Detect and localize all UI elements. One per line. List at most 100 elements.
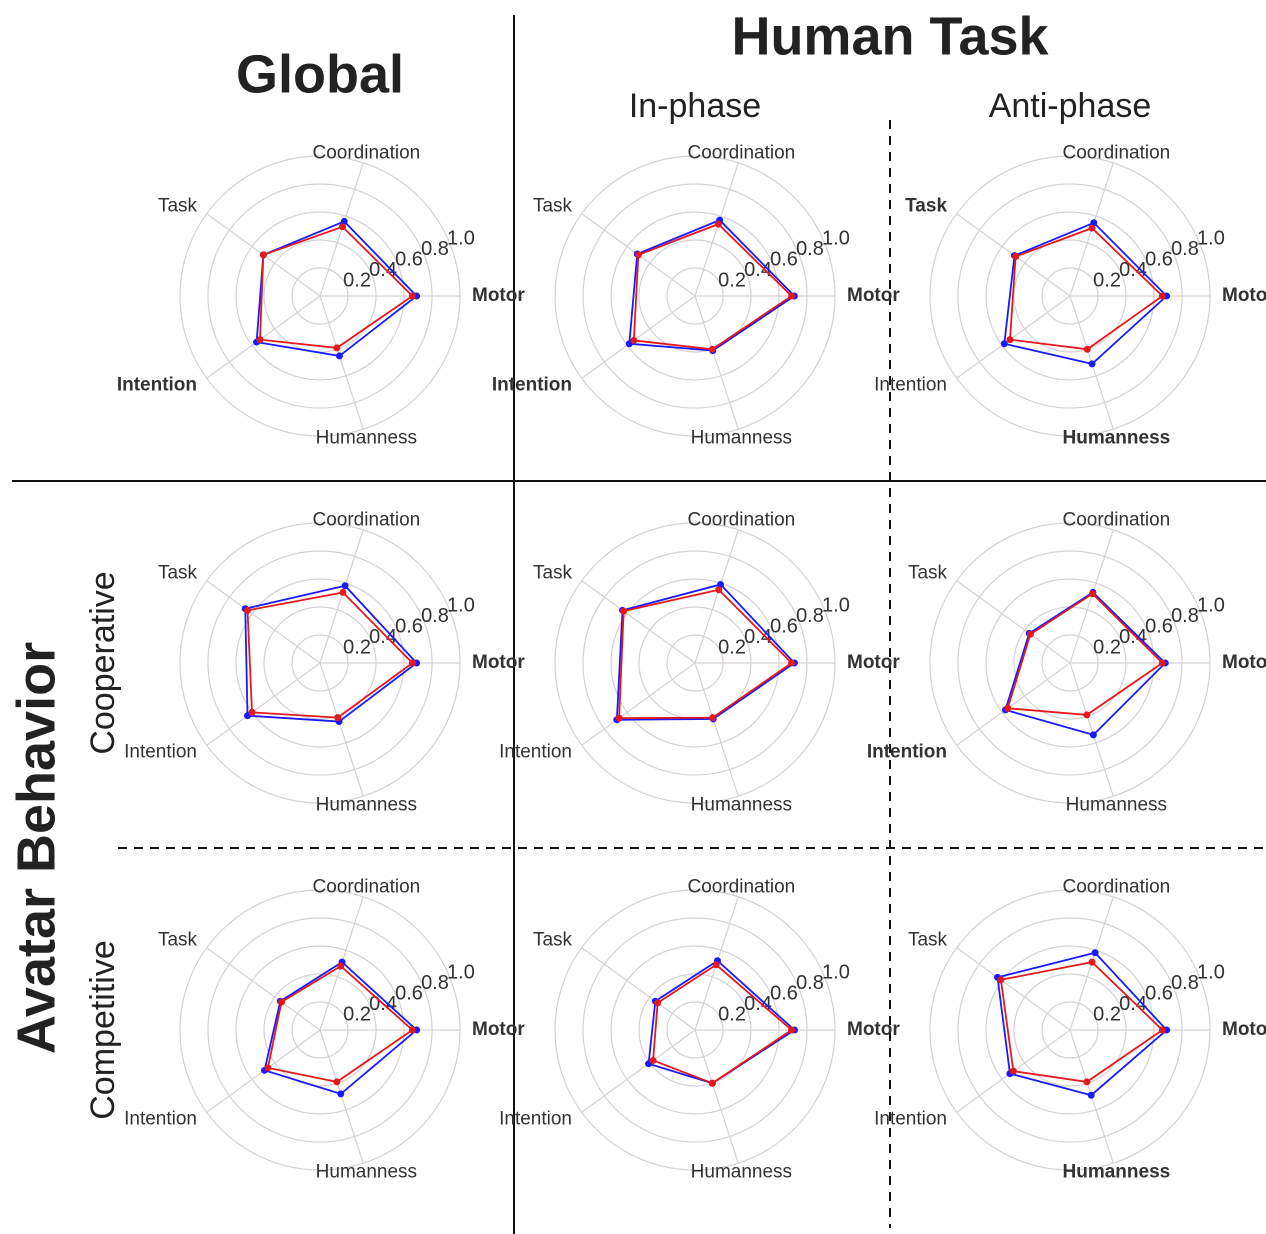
tick-label: 0.6 <box>1145 615 1173 637</box>
axis-label: Coordination <box>312 142 420 163</box>
radar-point <box>1088 224 1096 232</box>
axis-label: Intention <box>124 741 197 762</box>
radar-point <box>334 714 342 722</box>
axis-label: Motor <box>472 285 525 306</box>
tick-label: 1.0 <box>822 227 850 249</box>
spoke <box>581 947 696 1031</box>
radar-point <box>408 292 416 300</box>
spoke <box>581 1029 696 1113</box>
axis-label: Task <box>533 930 573 951</box>
tick-label: 0.8 <box>421 238 449 260</box>
axis-label: Intention <box>867 741 947 762</box>
radar-point <box>333 1078 341 1086</box>
axis-label: Task <box>905 196 947 217</box>
tick-label: 1.0 <box>447 594 475 616</box>
axis-label: Motor <box>472 1019 525 1040</box>
tick-label: 0.4 <box>744 259 772 281</box>
axis-label: Task <box>158 196 198 217</box>
spoke <box>206 295 321 379</box>
axis-label: Coordination <box>312 509 420 530</box>
radar-line <box>263 960 418 1095</box>
radar-point <box>708 1079 716 1087</box>
radar-line <box>255 220 418 357</box>
axis-label: Humanness <box>1063 428 1171 449</box>
radar-line <box>1006 592 1164 716</box>
tick-label: 1.0 <box>1197 961 1225 983</box>
tick-label: 0.8 <box>796 605 824 627</box>
radar-point <box>1091 949 1099 957</box>
radar-point <box>714 220 722 228</box>
spoke <box>956 580 1071 664</box>
axis-label: Humanness <box>691 428 792 449</box>
tick-label: 0.6 <box>1145 248 1173 270</box>
spoke <box>206 947 321 1031</box>
radar-point <box>338 223 346 231</box>
axis-label: Coordination <box>687 876 795 897</box>
tick-label: 0.2 <box>343 1003 371 1025</box>
spoke <box>956 295 1071 379</box>
axis-label: Task <box>908 563 948 584</box>
axis-label: Coordination <box>687 509 795 530</box>
radar-point <box>408 1026 416 1034</box>
radar-point <box>277 998 285 1006</box>
axis-label: Humanness <box>1063 1162 1171 1183</box>
radar-point <box>788 1026 796 1034</box>
radar-point <box>335 352 343 360</box>
subheader: Competitive <box>84 940 122 1120</box>
tick-label: 0.8 <box>1171 972 1199 994</box>
tick-label: 0.8 <box>421 605 449 627</box>
axis-label: Motor <box>847 285 900 306</box>
radar-line <box>996 951 1168 1097</box>
radar-point <box>630 336 638 344</box>
spoke <box>694 529 739 664</box>
axis-label: Humanness <box>1066 795 1167 816</box>
spoke <box>694 295 739 430</box>
radar-point <box>408 659 416 667</box>
radar-point <box>259 251 267 259</box>
radar-line <box>999 961 1164 1083</box>
subheader: In-phase <box>629 87 761 125</box>
spoke <box>319 295 364 430</box>
radar-point <box>712 961 720 969</box>
radar-point <box>615 714 623 722</box>
radar-point <box>340 217 348 225</box>
spoke <box>206 580 321 664</box>
axis-label: Motor <box>1222 285 1266 306</box>
tick-label: 0.8 <box>421 972 449 994</box>
tick-label: 1.0 <box>822 594 850 616</box>
axis-label: Task <box>158 563 198 584</box>
radar-point <box>256 336 264 344</box>
radar-point <box>1083 711 1091 719</box>
tick-label: 1.0 <box>447 961 475 983</box>
radar-point <box>634 251 642 259</box>
tick-label: 0.4 <box>744 993 772 1015</box>
tick-label: 0.2 <box>343 269 371 291</box>
radar-point <box>1088 360 1096 368</box>
spoke <box>956 947 1071 1031</box>
radar-point <box>337 1090 345 1098</box>
radar-point <box>244 606 252 614</box>
radar-point <box>264 1064 272 1072</box>
radar-point <box>788 659 796 667</box>
axis-label: Task <box>908 930 948 951</box>
radar-point <box>1090 219 1098 227</box>
axis-label: Motor <box>1222 652 1266 673</box>
axis-label: Coordination <box>1062 509 1170 530</box>
tick-label: 0.6 <box>770 615 798 637</box>
radar-point <box>1000 340 1008 348</box>
radar-line <box>632 223 794 351</box>
axis-label: Motor <box>1222 1019 1266 1040</box>
radar-point <box>1004 704 1012 712</box>
radar-line <box>259 225 414 349</box>
radar-point <box>248 708 256 716</box>
tick-label: 0.4 <box>1119 626 1147 648</box>
header: Global <box>236 44 404 104</box>
radar-point <box>1088 590 1096 598</box>
axis-label: Intention <box>874 1108 947 1129</box>
tick-label: 0.6 <box>1145 982 1173 1004</box>
spoke <box>581 580 696 664</box>
radar-point <box>1083 345 1091 353</box>
tick-label: 0.6 <box>770 248 798 270</box>
axis-label: Coordination <box>687 142 795 163</box>
